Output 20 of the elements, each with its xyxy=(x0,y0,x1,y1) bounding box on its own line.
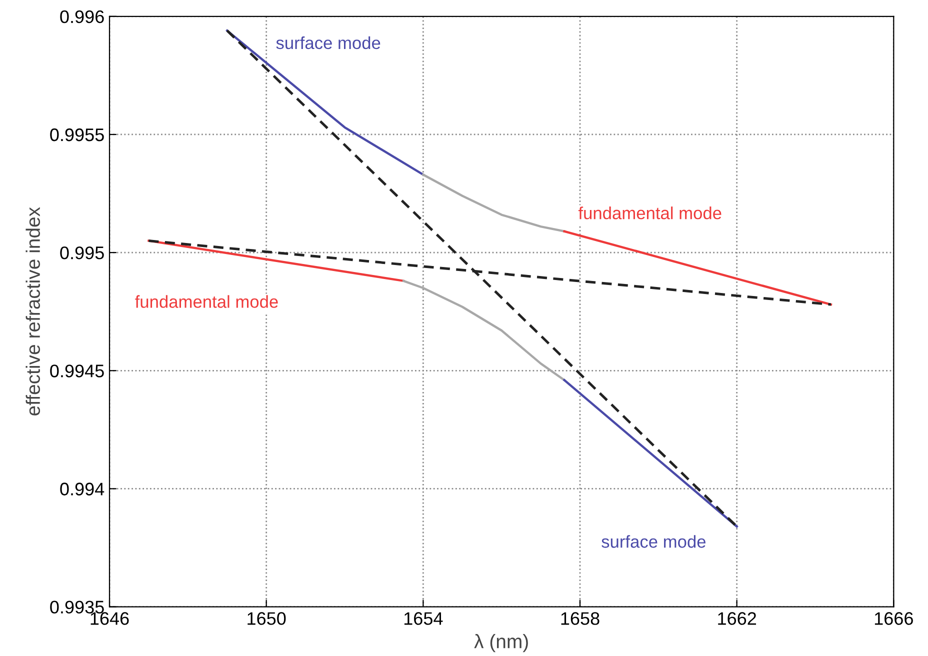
series-label: fundamental mode xyxy=(135,295,278,308)
x-tick-label: 1646 xyxy=(90,612,129,625)
y-tick-label: 0.994 xyxy=(60,482,104,496)
x-tick-label: 1662 xyxy=(718,612,756,625)
y-tick-label: 0.9955 xyxy=(50,128,104,142)
y-tick-label: 0.9945 xyxy=(50,364,104,378)
y-axis-title: effective refractive index xyxy=(26,207,40,416)
y-tick-label: 0.9935 xyxy=(50,600,104,614)
x-tick-label: 1658 xyxy=(561,612,600,625)
y-tick-label: 0.996 xyxy=(60,10,104,24)
x-tick-label: 1666 xyxy=(874,612,913,625)
series-label: surface mode xyxy=(276,36,380,50)
series-label: fundamental mode xyxy=(578,206,722,220)
line-series xyxy=(402,280,566,382)
series-label: surface mode xyxy=(602,535,706,548)
line-series xyxy=(422,174,566,232)
x-tick-label: 1650 xyxy=(248,612,286,625)
x-axis-title: λ (nm) xyxy=(474,634,528,652)
x-tick-label: 1654 xyxy=(404,612,443,625)
y-tick-label: 0.995 xyxy=(60,246,104,260)
